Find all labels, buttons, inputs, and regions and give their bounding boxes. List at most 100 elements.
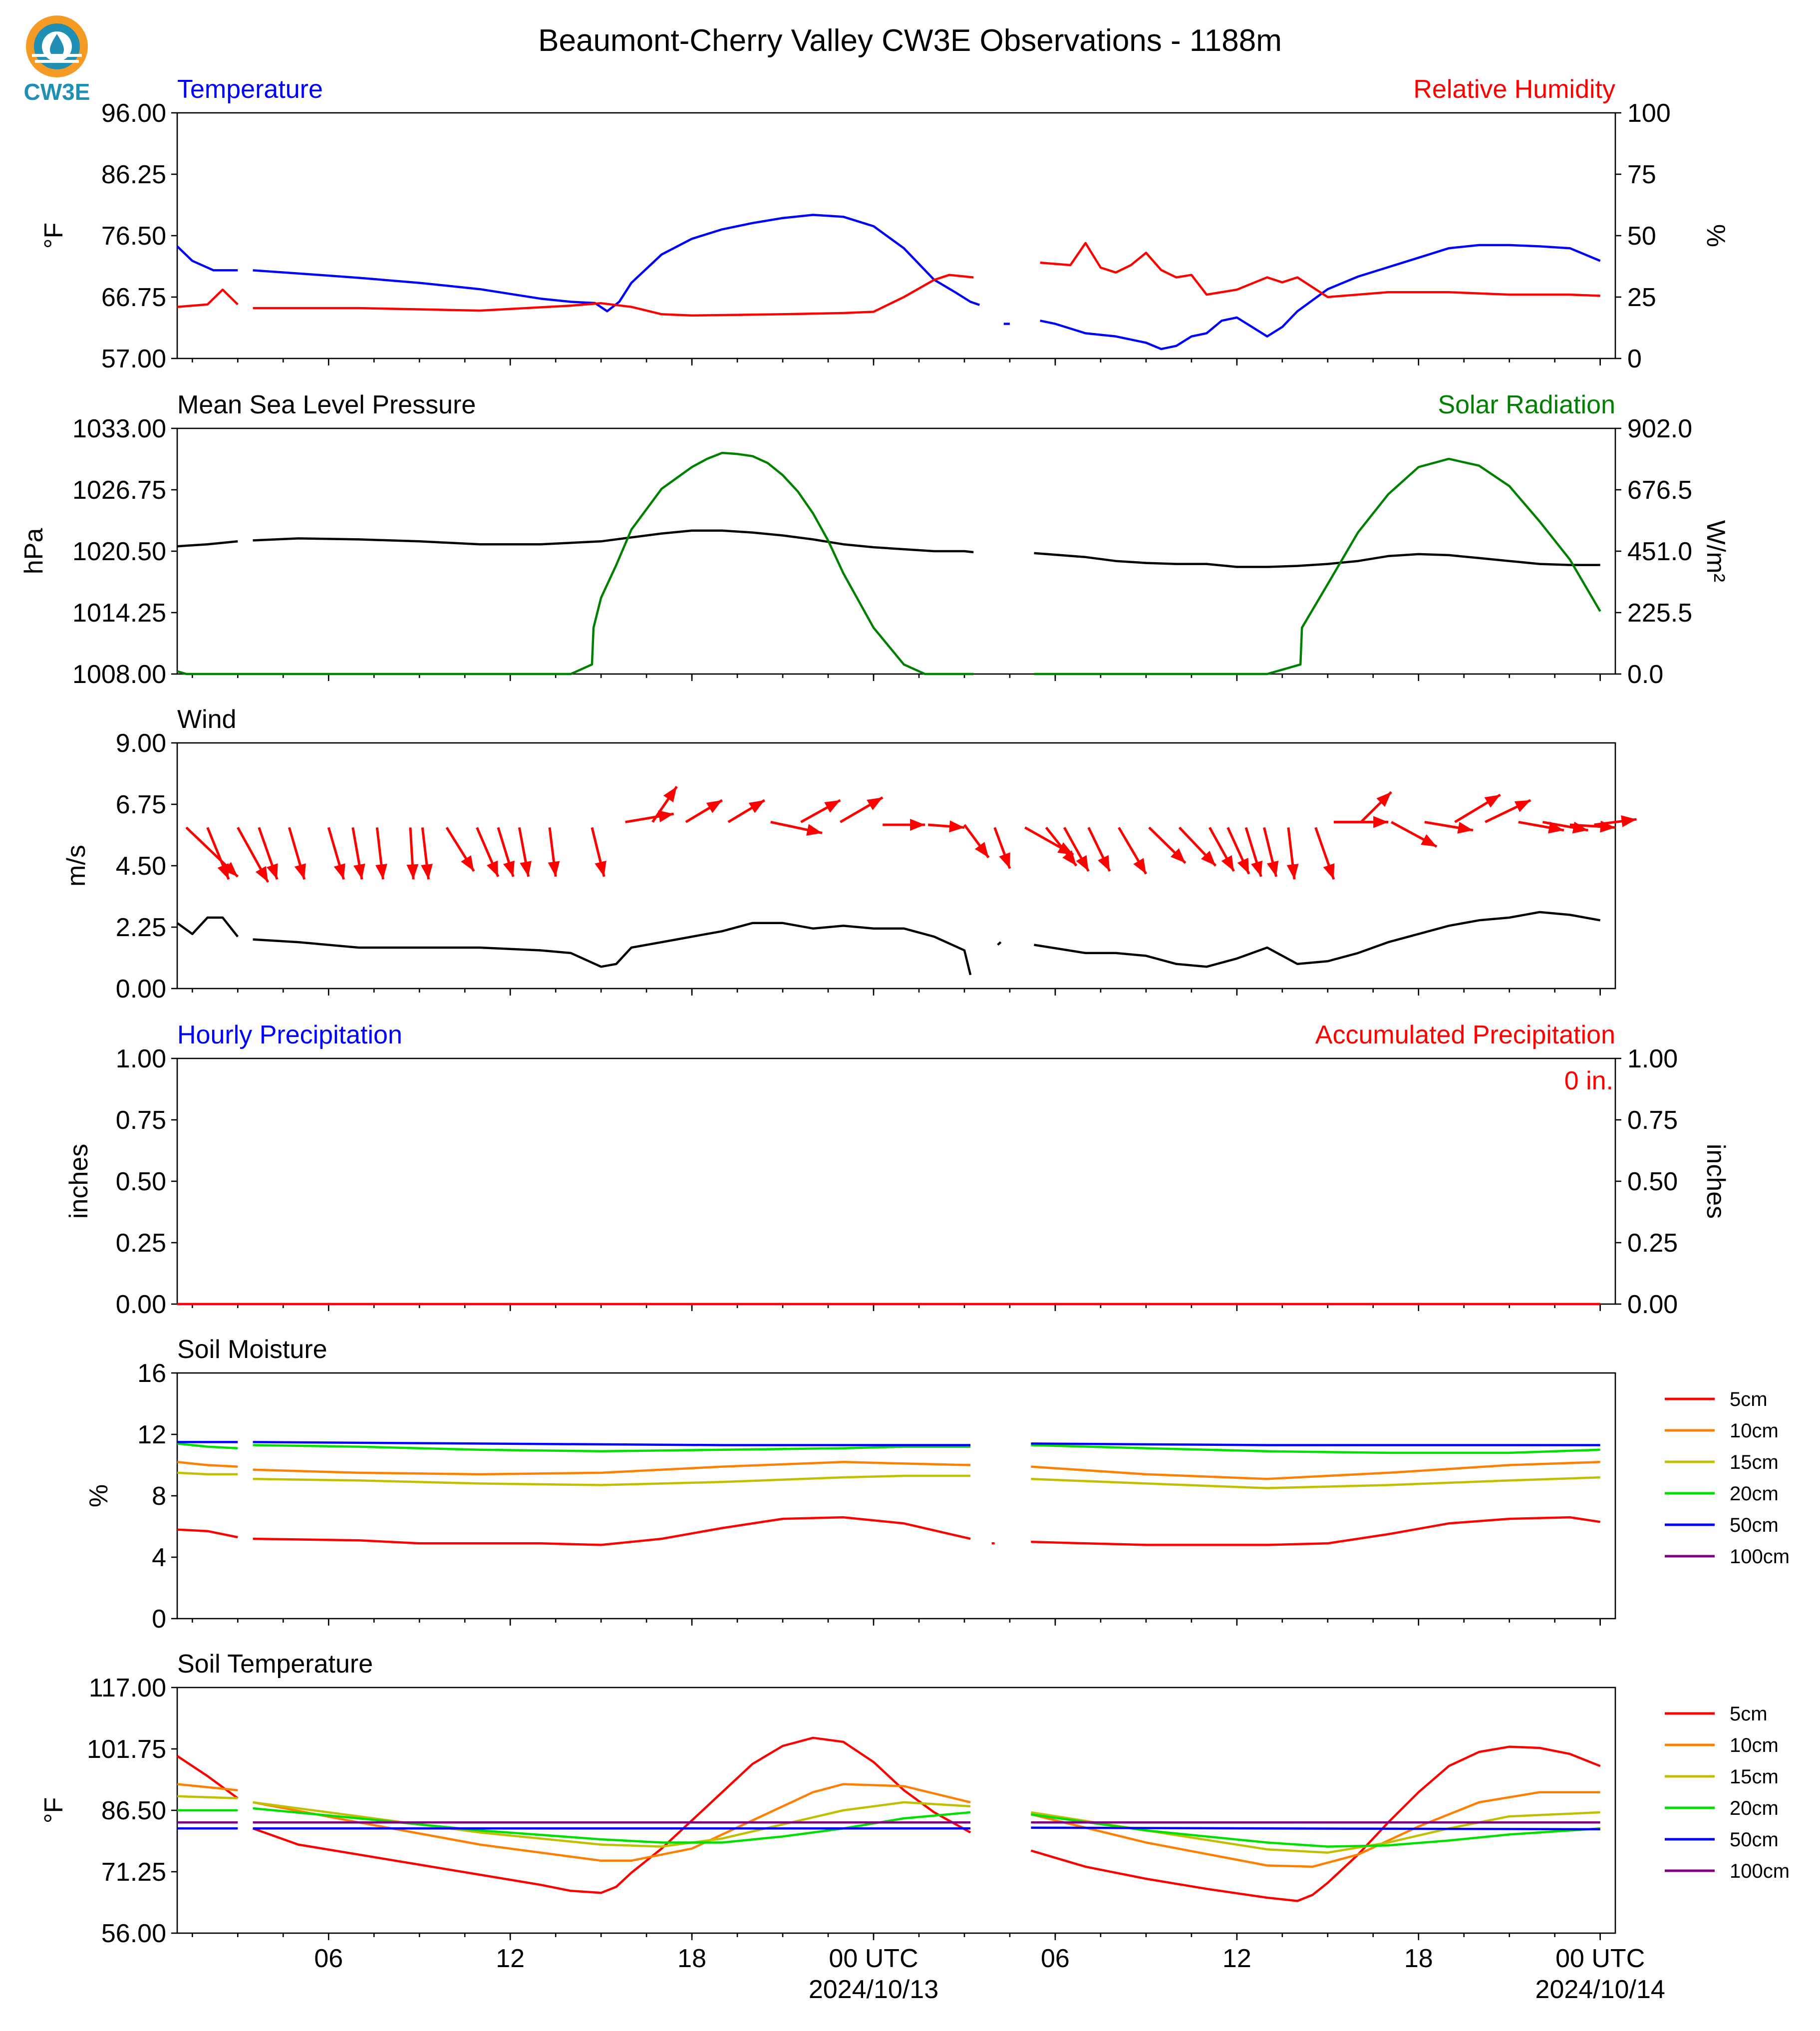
legend-label: 50cm (1730, 1829, 1779, 1851)
y-tick-label: 6.75 (116, 790, 166, 819)
wind-arrow-head (1237, 858, 1249, 874)
wind-arrow-head (1062, 850, 1077, 866)
y-tick-label: 96.00 (101, 99, 166, 128)
wind-arrow-head (706, 800, 722, 813)
y-axis-label: m/s (62, 845, 91, 887)
y-tick-label: 4.50 (116, 852, 166, 881)
y-right-tick-label: 0.50 (1627, 1167, 1678, 1196)
y-tick-label: 71.25 (101, 1858, 166, 1887)
y-axis-label-right: % (1701, 224, 1730, 247)
y-tick-label: 86.25 (101, 160, 166, 189)
panels: 96.00 86.25 76.50 66.75 57.00 100 75 50 25 0 °F % Te… (19, 75, 1790, 2004)
legend-label: 20cm (1730, 1483, 1779, 1505)
x-tick-label: 00 UTC (1555, 1944, 1645, 1973)
y-axis-label: % (84, 1484, 113, 1507)
legend-label: 10cm (1730, 1420, 1779, 1442)
wind-arrow-head (663, 786, 677, 802)
wind-arrow-head (949, 820, 964, 833)
y-tick-label: 86.50 (101, 1796, 166, 1825)
x-date-label: 2024/10/14 (1535, 1975, 1665, 2004)
legend-label: 20cm (1730, 1797, 1779, 1819)
y-tick-label: 0.25 (116, 1229, 166, 1258)
y-axis-label: °F (39, 1797, 68, 1824)
logo-wave-line (35, 60, 79, 63)
y-tick-label: 0.00 (116, 1290, 166, 1319)
wind-arrow-head (333, 863, 345, 880)
series-line-5cm (176, 1736, 1601, 1902)
wind-arrow-head (1373, 816, 1389, 828)
panel-title-left: Wind (177, 705, 236, 734)
series-line-50cm (177, 1826, 1600, 1831)
legend-label: 50cm (1730, 1514, 1779, 1536)
series-line-relative-humidity (177, 242, 1600, 317)
y-right-tick-label: 676.5 (1627, 476, 1692, 505)
wind-arrow-head (503, 860, 515, 877)
wind-arrow-head (461, 855, 474, 871)
x-tick-label: 06 (314, 1944, 343, 1973)
legend-label: 10cm (1730, 1734, 1779, 1756)
wind-arrow-head (520, 861, 532, 877)
panel-temperature_rh: 96.00 86.25 76.50 66.75 57.00 100 75 50 25 0 °F % Te… (39, 75, 1730, 373)
series-line-mean-sea-level-pressure (177, 529, 1600, 568)
wind-arrow-head (421, 864, 433, 880)
panel-title-left: Hourly Precipitation (177, 1020, 402, 1049)
panel-frame (176, 112, 1616, 359)
wind-arrow-head (1221, 855, 1234, 871)
y-tick-label: 1.00 (116, 1044, 166, 1073)
legend-label: 100cm (1730, 1860, 1790, 1882)
wind-arrow-head (1076, 855, 1089, 871)
wind-arrow-head (266, 863, 278, 880)
y-axis-label-right: inches (1701, 1144, 1730, 1219)
legend-label: 15cm (1730, 1451, 1779, 1473)
wind-arrow-head (1098, 855, 1110, 871)
wind-arrow-head (353, 863, 365, 880)
y-tick-label: 101.75 (87, 1735, 166, 1764)
wind-arrow-head (1572, 821, 1588, 834)
y-right-tick-label: 50 (1627, 222, 1656, 251)
wind-arrow-head (748, 800, 765, 813)
wind-arrow-head (1201, 851, 1216, 866)
x-tick-label: 06 (1041, 1944, 1070, 1973)
series-line-temperature (176, 214, 1601, 350)
y-right-tick-label: 25 (1627, 283, 1656, 312)
x-tick-label: 18 (1404, 1944, 1433, 1973)
series-line-15cm (177, 1471, 1600, 1489)
y-right-tick-label: 75 (1627, 160, 1656, 189)
x-tick-label: 00 UTC (829, 1944, 918, 1973)
wind-arrow-head (487, 860, 498, 877)
y-tick-label: 76.50 (101, 222, 166, 251)
y-tick-label: 1020.50 (72, 537, 166, 566)
panel-title-left: Mean Sea Level Pressure (177, 390, 476, 419)
series-line-10cm (177, 1783, 1600, 1868)
y-tick-label: 0.50 (116, 1167, 166, 1196)
wind-arrow-head (217, 863, 229, 880)
wind-arrow-head (1514, 800, 1531, 812)
series-line-10cm (177, 1461, 1600, 1480)
wind-arrow-head (1621, 815, 1637, 827)
y-tick-label: 117.00 (89, 1674, 166, 1702)
panel-frame (176, 742, 1616, 990)
y-tick-label: 1008.00 (72, 660, 166, 689)
wind-arrow-head (1457, 822, 1473, 834)
panel-soil_temperature: 117.00 101.75 86.50 71.25 56.00 °F Soil Temper… (39, 1650, 1790, 2004)
wind-arrow-head (999, 852, 1010, 869)
cw3e-logo: CW3E (24, 15, 90, 105)
panel-soil_moisture: 16 12 8 4 0% Soil Moisture 5cm 10cm 15cm 20cm 50cm… (84, 1335, 1790, 1634)
wind-arrow-head (824, 800, 841, 813)
y-tick-label: 0 (152, 1605, 166, 1634)
y-right-tick-label: 0.00 (1627, 1290, 1678, 1319)
y-tick-label: 2.25 (116, 913, 166, 942)
wind-arrow-head (867, 797, 883, 810)
panel-frame (176, 1057, 1616, 1305)
wind-arrow-head (975, 842, 989, 858)
legend-label: 5cm (1730, 1703, 1768, 1725)
y-right-tick-label: 902.0 (1627, 414, 1692, 443)
series-line-5cm (177, 1516, 1601, 1546)
wind-arrow-head (406, 864, 419, 880)
y-right-tick-label: 100 (1627, 99, 1671, 128)
panel-title-right: Solar Radiation (1438, 390, 1615, 419)
series-line-wind-speed (176, 911, 1601, 976)
wind-arrow-head (1251, 860, 1262, 877)
legend-label: 5cm (1730, 1388, 1768, 1410)
y-axis-label-right: W/m² (1701, 520, 1730, 582)
